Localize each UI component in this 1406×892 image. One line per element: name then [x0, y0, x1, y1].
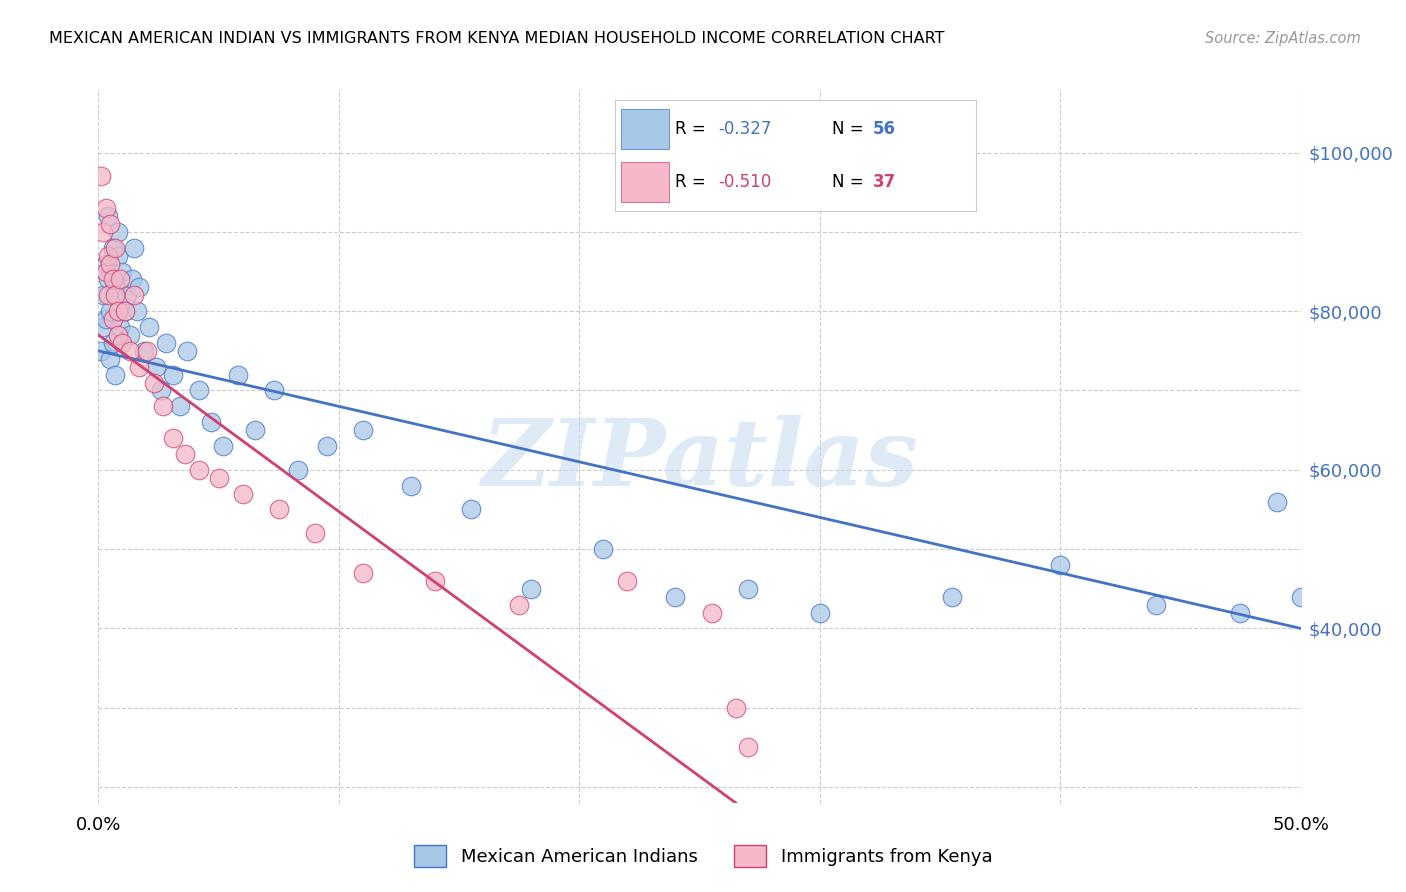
- Point: [138, 320, 160, 334]
- Point: [162, 431, 184, 445]
- Point: [508, 598, 530, 612]
- Point: [1313, 724, 1336, 739]
- Point: [100, 217, 122, 231]
- Point: [737, 582, 759, 596]
- Point: [128, 280, 150, 294]
- Point: [94, 264, 117, 278]
- Text: MEXICAN AMERICAN INDIAN VS IMMIGRANTS FROM KENYA MEDIAN HOUSEHOLD INCOME CORRELA: MEXICAN AMERICAN INDIAN VS IMMIGRANTS FR…: [49, 31, 945, 46]
- Point: [100, 304, 122, 318]
- Point: [118, 328, 141, 343]
- Point: [107, 304, 129, 318]
- Point: [243, 423, 266, 437]
- Point: [232, 486, 254, 500]
- Point: [155, 335, 177, 350]
- Point: [97, 288, 120, 302]
- Point: [100, 257, 122, 271]
- Point: [97, 249, 120, 263]
- Point: [91, 320, 114, 334]
- Point: [941, 590, 963, 604]
- Point: [104, 368, 127, 382]
- Point: [114, 304, 136, 318]
- Point: [174, 447, 197, 461]
- Point: [737, 740, 759, 755]
- Point: [118, 343, 141, 358]
- Point: [267, 502, 290, 516]
- Point: [107, 225, 129, 239]
- Point: [200, 415, 222, 429]
- Point: [145, 359, 167, 374]
- Point: [101, 272, 124, 286]
- Point: [149, 384, 172, 398]
- Point: [592, 542, 614, 557]
- Point: [1144, 598, 1167, 612]
- Point: [315, 439, 337, 453]
- Point: [90, 169, 112, 184]
- Point: [1229, 606, 1251, 620]
- Point: [212, 439, 235, 453]
- Point: [101, 241, 124, 255]
- Point: [1265, 494, 1288, 508]
- Point: [94, 201, 117, 215]
- Point: [169, 400, 191, 414]
- Point: [121, 272, 143, 286]
- Point: [664, 590, 686, 604]
- Point: [111, 335, 134, 350]
- Point: [101, 312, 124, 326]
- Point: [101, 335, 124, 350]
- Point: [352, 566, 374, 580]
- Point: [104, 288, 127, 302]
- Text: ZIPatlas: ZIPatlas: [481, 416, 918, 505]
- Point: [107, 249, 129, 263]
- Point: [132, 343, 155, 358]
- Point: [226, 368, 249, 382]
- Point: [91, 288, 114, 302]
- Point: [100, 351, 122, 366]
- Point: [176, 343, 198, 358]
- Point: [700, 606, 723, 620]
- Point: [520, 582, 543, 596]
- Point: [114, 304, 136, 318]
- Point: [616, 574, 638, 588]
- Point: [188, 384, 211, 398]
- Point: [152, 400, 174, 414]
- Point: [208, 471, 231, 485]
- Point: [287, 463, 309, 477]
- Point: [107, 328, 129, 343]
- Point: [104, 280, 127, 294]
- Point: [724, 700, 747, 714]
- Point: [104, 241, 127, 255]
- Point: [1302, 637, 1324, 651]
- Point: [352, 423, 374, 437]
- Point: [1049, 558, 1071, 572]
- Point: [91, 225, 114, 239]
- Point: [142, 376, 165, 390]
- Point: [263, 384, 285, 398]
- Legend: Mexican American Indians, Immigrants from Kenya: Mexican American Indians, Immigrants fro…: [406, 838, 1000, 874]
- Point: [808, 606, 831, 620]
- Point: [460, 502, 482, 516]
- Point: [108, 320, 131, 334]
- Point: [97, 272, 120, 286]
- Point: [111, 264, 134, 278]
- Point: [94, 312, 117, 326]
- Point: [423, 574, 446, 588]
- Point: [124, 241, 146, 255]
- Point: [124, 288, 146, 302]
- Text: Source: ZipAtlas.com: Source: ZipAtlas.com: [1205, 31, 1361, 46]
- Point: [135, 343, 157, 358]
- Point: [125, 304, 148, 318]
- Point: [90, 343, 112, 358]
- Point: [399, 478, 422, 492]
- Point: [117, 288, 139, 302]
- Point: [1289, 590, 1312, 604]
- Point: [97, 209, 120, 223]
- Point: [128, 359, 150, 374]
- Point: [94, 257, 117, 271]
- Point: [162, 368, 184, 382]
- Point: [188, 463, 211, 477]
- Point: [108, 272, 131, 286]
- Point: [304, 526, 326, 541]
